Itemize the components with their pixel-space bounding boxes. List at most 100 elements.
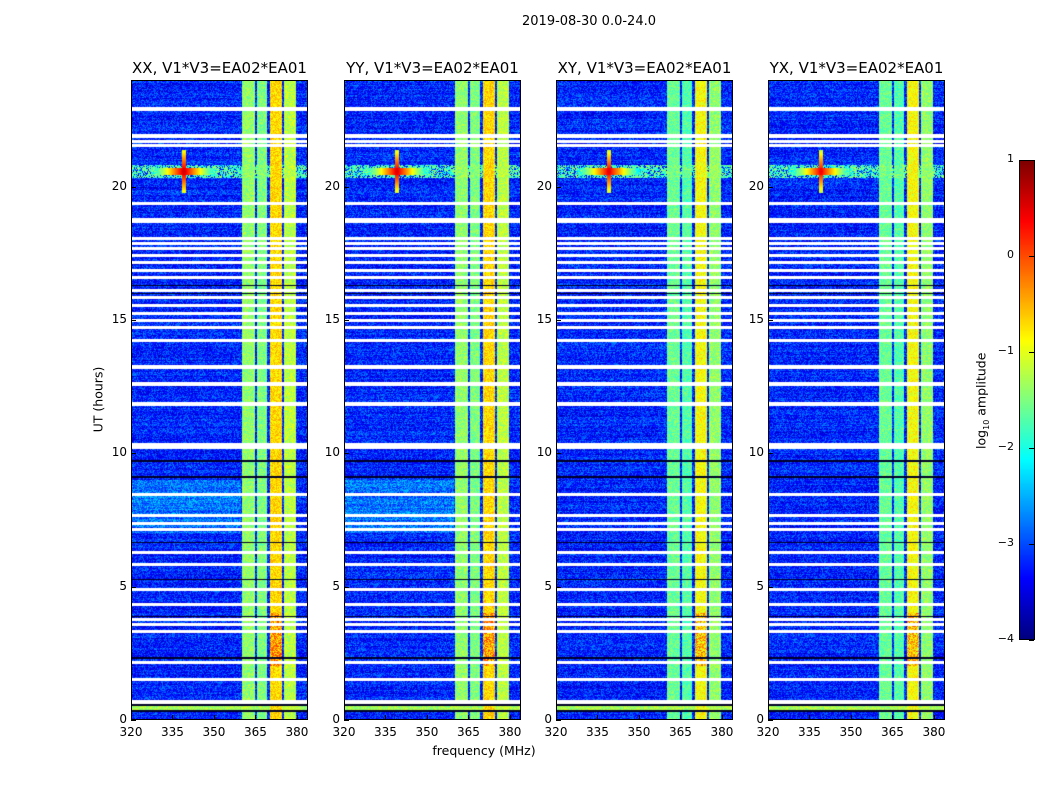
x-tick (255, 715, 257, 720)
colorbar (1019, 160, 1035, 640)
y-tick-label: 20 (536, 178, 552, 193)
y-tick (344, 320, 349, 321)
x-tick (509, 715, 511, 720)
x-tick (172, 715, 174, 720)
x-tick (597, 715, 599, 720)
colorbar-tick (1029, 352, 1034, 353)
x-tick-label: 365 (457, 725, 480, 739)
colorbar-label: log10 amplitude (973, 352, 991, 449)
x-tick-label: 380 (922, 725, 946, 739)
panel-title: YX, V1*V3=EA02*EA01 (769, 59, 944, 77)
panel-title: XX, V1*V3=EA02*EA01 (132, 59, 307, 77)
colorbar-gradient (1020, 161, 1034, 639)
x-tick (933, 715, 935, 720)
x-tick-label: 335 (161, 725, 184, 739)
y-tick-label: 20 (111, 178, 127, 193)
heatmap-panel-0 (131, 80, 308, 720)
y-tick (556, 586, 561, 588)
figure-title: 2019-08-30 0.0-24.0 (522, 14, 656, 29)
colorbar-tick-label: −3 (997, 536, 1014, 549)
heatmap-panel-2 (556, 80, 733, 720)
heatmap-panel-3 (768, 80, 945, 720)
x-tick-label: 320 (119, 725, 143, 739)
y-tick (344, 720, 349, 721)
heatmap-image (132, 81, 307, 719)
y-tick-label: 10 (111, 445, 127, 460)
y-tick (344, 186, 349, 188)
x-tick-label: 380 (285, 725, 309, 739)
x-tick (768, 715, 769, 720)
heatmap-image (345, 81, 520, 719)
x-tick-label: 350 (415, 725, 439, 739)
y-axis-label: UT (hours) (90, 366, 106, 433)
y-tick-label: 15 (536, 312, 552, 326)
x-tick-label: 380 (710, 725, 734, 739)
x-axis-label: frequency (MHz) (432, 743, 536, 758)
y-tick-label: 20 (324, 178, 340, 193)
y-tick (556, 720, 561, 721)
colorbar-tick (1029, 256, 1034, 257)
y-tick (131, 720, 136, 721)
x-tick-label: 350 (839, 725, 863, 739)
y-tick-label: 15 (748, 312, 764, 326)
colorbar-tick (1029, 640, 1034, 641)
y-tick-label: 0 (332, 712, 340, 726)
heatmap-panel-1 (344, 80, 521, 720)
y-tick-label: 5 (756, 578, 764, 593)
x-tick-label: 320 (756, 725, 780, 739)
heatmap-image (557, 81, 732, 719)
x-tick-label: 365 (881, 725, 904, 739)
x-tick-label: 380 (498, 725, 522, 739)
y-tick-label: 0 (756, 712, 764, 726)
y-tick-label: 5 (119, 578, 127, 593)
panel-title: XY, V1*V3=EA02*EA01 (557, 59, 732, 77)
colorbar-tick (1029, 448, 1034, 449)
x-tick (213, 715, 215, 720)
x-tick-label: 350 (627, 725, 651, 739)
x-tick (556, 715, 557, 720)
y-tick (556, 320, 561, 321)
y-tick-label: 5 (544, 578, 552, 593)
y-tick-label: 15 (324, 312, 340, 326)
x-tick-label: 335 (586, 725, 609, 739)
x-tick (892, 715, 894, 720)
y-tick-label: 20 (748, 178, 764, 193)
x-tick-label: 335 (798, 725, 821, 739)
y-tick (768, 453, 773, 455)
y-tick-label: 15 (111, 312, 127, 326)
x-tick (468, 715, 470, 720)
x-tick-label: 350 (202, 725, 226, 739)
y-tick (344, 453, 349, 455)
y-tick (131, 586, 136, 588)
colorbar-tick (1029, 160, 1034, 161)
y-tick-label: 10 (324, 445, 340, 460)
colorbar-tick-label: 0 (1007, 248, 1014, 261)
y-tick-label: 10 (536, 445, 552, 460)
x-tick (296, 715, 298, 720)
y-tick (556, 186, 561, 188)
x-tick (385, 715, 387, 720)
x-tick (680, 715, 682, 720)
y-tick (768, 320, 773, 321)
y-tick (344, 586, 349, 588)
colorbar-tick-label: 1 (1007, 152, 1014, 165)
y-tick-label: 0 (119, 712, 127, 726)
x-tick-label: 365 (669, 725, 692, 739)
x-tick (721, 715, 723, 720)
y-tick (768, 720, 773, 721)
heatmap-image (769, 81, 944, 719)
y-tick (768, 186, 773, 188)
y-tick (768, 586, 773, 588)
x-tick (344, 715, 345, 720)
x-tick (638, 715, 640, 720)
colorbar-tick (1029, 544, 1034, 545)
panel-title: YY, V1*V3=EA02*EA01 (346, 59, 519, 77)
x-tick (809, 715, 811, 720)
colorbar-tick-label: −2 (997, 440, 1014, 453)
x-tick (131, 715, 132, 720)
y-tick-label: 5 (332, 578, 340, 593)
x-tick-label: 320 (544, 725, 568, 739)
y-tick-label: 0 (544, 712, 552, 726)
x-tick-label: 320 (332, 725, 356, 739)
